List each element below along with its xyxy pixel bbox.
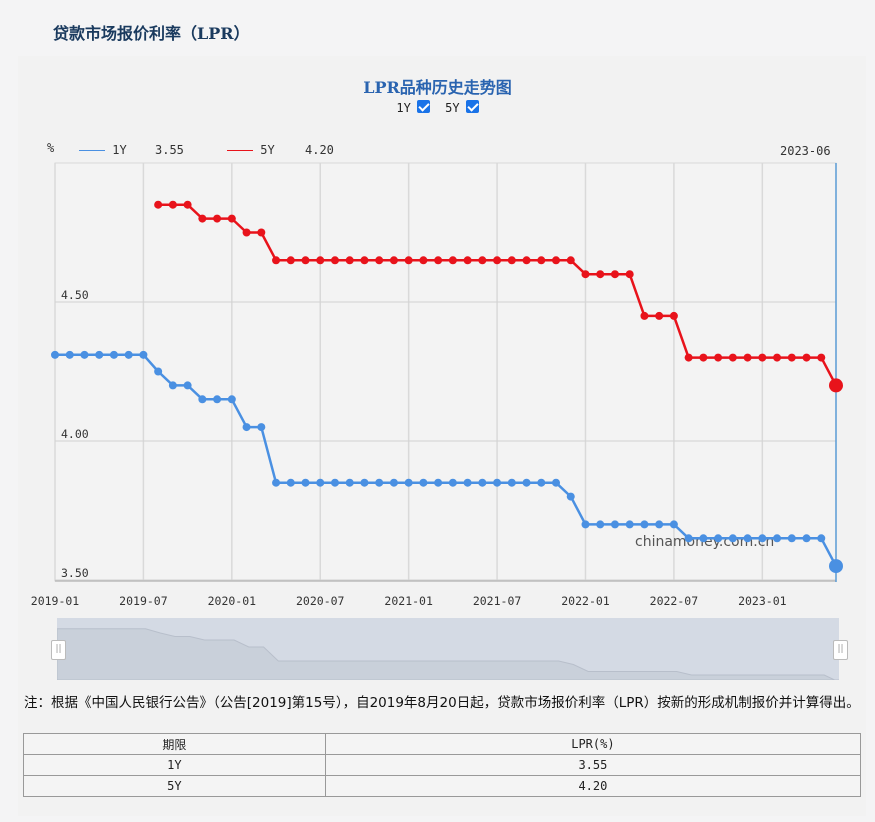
checkbox-1y[interactable] (416, 100, 430, 113)
lpr-table: 期限 LPR(%) 1Y 3.55 5Y 4.20 (23, 733, 862, 797)
y-axis-labels: 3.50 4.00 4.50 (61, 288, 89, 580)
table-row: 1Y 3.55 (23, 754, 862, 776)
cell-term: 1Y (23, 754, 326, 776)
svg-text:2021-01: 2021-01 (384, 594, 433, 608)
svg-text:4.50: 4.50 (61, 288, 89, 302)
unit-label: % (47, 141, 55, 155)
header-lpr: LPR(%) (324, 733, 862, 755)
legend-value-5y: 4.20 (305, 143, 334, 157)
table-row: 5Y 4.20 (23, 775, 862, 797)
checkbox-5y[interactable] (465, 100, 479, 113)
svg-text:2020-01: 2020-01 (208, 594, 257, 608)
x-axis-labels: 2019-01 2019-07 2020-01 2020-07 2021-01 2021-… (31, 594, 787, 608)
svg-text:4.00: 4.00 (61, 427, 89, 441)
legend-item-5y[interactable]: 5Y (227, 143, 275, 157)
svg-text:2020-07: 2020-07 (296, 594, 345, 608)
toggle-5y[interactable]: 5Y (445, 100, 479, 115)
legend-swatch-5y (227, 150, 253, 151)
cell-term: 5Y (23, 775, 326, 797)
footnote: 注：根据《中国人民银行公告》（公告[2019]第15号），自2019年8月20日… (24, 695, 860, 711)
legend-item-1y[interactable]: 1Y (79, 143, 127, 157)
svg-text:2019-07: 2019-07 (119, 594, 168, 608)
cell-lpr: 4.20 (324, 775, 862, 797)
toggle-1y[interactable]: 1Y (396, 100, 430, 115)
series-toggles: 1Y 5Y (0, 100, 875, 115)
slider-handle-right[interactable]: || (833, 640, 848, 660)
legend-swatch-1y (79, 150, 105, 151)
page-title: 贷款市场报价利率（LPR） (53, 24, 250, 43)
grid (54, 162, 837, 582)
table-header-row: 期限 LPR(%) (23, 733, 862, 755)
legend-name-5y: 5Y (260, 143, 275, 157)
svg-text:2023-01: 2023-01 (738, 594, 787, 608)
current-date: 2023-06 (780, 144, 831, 158)
svg-text:2019-01: 2019-01 (31, 594, 80, 608)
toggle-5y-label: 5Y (445, 101, 460, 115)
cell-lpr: 3.55 (324, 754, 862, 776)
svg-text:3.50: 3.50 (61, 566, 89, 580)
legend-value-1y: 3.55 (155, 143, 184, 157)
svg-text:2022-01: 2022-01 (561, 594, 610, 608)
svg-text:2021-07: 2021-07 (473, 594, 522, 608)
slider-preview (57, 628, 839, 680)
series-lines (51, 200, 838, 567)
slider-handle-left[interactable]: || (51, 640, 66, 660)
chart-title: LPR品种历史走势图 (363, 78, 512, 97)
current-points (829, 378, 843, 574)
svg-text:2022-07: 2022-07 (650, 594, 699, 608)
header-term: 期限 (23, 733, 326, 755)
toggle-1y-label: 1Y (396, 101, 411, 115)
range-slider[interactable] (57, 618, 839, 680)
legend-name-1y: 1Y (112, 143, 127, 157)
